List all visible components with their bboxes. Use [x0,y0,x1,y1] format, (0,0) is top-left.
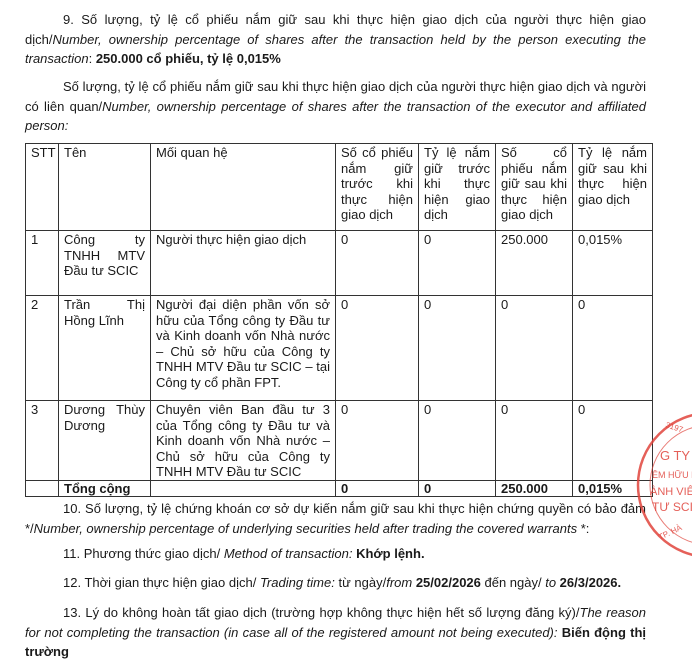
related-text: Số lượng, tỷ lệ cổ phiếu nắm giữ sau khi… [25,79,646,114]
cell: 0,015% [572,479,653,497]
item-10-english: Number, ownership percentage of underlyi… [33,520,578,536]
item-13-text: 13. Lý do không hoàn tất giao dịch (trườ… [63,605,580,620]
cell: 3 [25,400,59,481]
cell: 0,015% [572,230,653,296]
header-cell: Số cổ phiếu nắm giữ sau khi thực hiện gi… [495,143,573,231]
item-10: 10. Số lượng, tỷ lệ chứng khoán cơ sở dự… [25,499,646,538]
item-9: 9. Số lượng, tỷ lệ cổ phiếu nắm giữ sau … [25,10,646,69]
header-cell: Tỷ lệ nắm giữ sau khi thực hiện giao dịc… [572,143,653,231]
cell: 0 [335,230,419,296]
cell: 1 [25,230,59,296]
table-header-row: STT Tên Mối quan hệ Số cổ phiếu nắm giữ … [25,143,653,231]
cell: 0 [572,400,653,481]
table-row: 2 Trần Thị Hồng Lĩnh Người đại diện phần… [25,295,653,401]
table-row: 1 Công ty TNHH MTV Đầu tư SCIC Người thự… [25,230,653,296]
holdings-table: STT Tên Mối quan hệ Số cổ phiếu nắm giữ … [25,143,653,497]
total-label: Tổng cộng [58,479,151,497]
cell: 0 [418,295,496,401]
cell: 250.000 [495,230,573,296]
to-en: to [545,575,557,590]
to-vi: đến ngày/ [480,575,546,590]
related-persons-paragraph: Số lượng, tỷ lệ cổ phiếu nắm giữ sau khi… [25,77,646,136]
item-9-english: Number, ownership percentage of shares a… [25,31,646,67]
table-total-row: Tổng cộng 0 0 250.000 0,015% [25,479,653,497]
item-9-value: 250.000 cổ phiếu, tỷ lệ 0,015% [95,51,281,66]
header-cell: STT [25,143,59,231]
table-row: 3 Dương Thùy Dương Chuyên viên Ban đầu t… [25,400,653,481]
cell: 0 [418,230,496,296]
cell: Chuyên viên Ban đầu tư 3 của Tổng công t… [150,400,336,481]
item-11: 11. Phương thức giao dịch/ Method of tra… [25,544,646,564]
header-cell: Mối quan hệ [150,143,336,231]
related-english: Number, ownership percentage of shares a… [25,98,646,134]
cell [150,479,336,497]
from-date: 25/02/2026 [412,575,481,590]
cell: 0 [335,295,419,401]
header-cell: Tên [58,143,151,231]
item-13-value: Biến động thị trường [25,624,646,660]
cell [25,479,59,497]
item-10-text: 10. Số lượng, tỷ lệ chứng khoán cơ sở dự… [25,501,646,536]
stamp-text: TƯ SCIC [652,500,692,514]
item-12-text: 12. Thời gian thực hiện giao dịch/ [63,575,260,590]
cell: 0 [335,400,419,481]
item-11-value: Khớp lệnh. [352,546,425,561]
item-9-text: 9. Số lượng, tỷ lệ cổ phiếu nắm giữ sau … [25,12,646,47]
item-10-suffix: *: [577,520,590,536]
colon: : [88,51,96,66]
cell: Dương Thùy Dương [58,400,151,481]
cell: Người thực hiện giao dịch [150,230,336,296]
item-11-english: Method of transaction: [223,546,353,561]
cell: 0 [418,479,496,497]
item-12-english: Trading time: [259,575,335,590]
stamp-text: G TY [660,448,690,463]
stamp-text: ÊM HỮU H [652,470,692,480]
cell: 250.000 [495,479,573,497]
cell: Người đại diện phần vốn sở hữu của Tổng … [150,295,336,401]
item-12: 12. Thời gian thực hiện giao dịch/ Tradi… [25,573,646,593]
stamp-text: 3197 [664,420,684,434]
stamp-text: ÀNH VIÊ [650,485,692,498]
cell: Công ty TNHH MTV Đầu tư SCIC [58,230,151,296]
to-date: 26/3/2026. [556,575,622,590]
cell: 2 [25,295,59,401]
item-11-text: 11. Phương thức giao dịch/ [63,546,224,561]
header-cell: Số cổ phiếu nắm giữ trước khi thực hiện … [335,143,419,231]
item-13: 13. Lý do không hoàn tất giao dịch (trườ… [25,603,646,662]
from-vi: từ ngày/ [334,575,387,590]
cell: 0 [335,479,419,497]
cell: 0 [495,400,573,481]
stamp-text: TP. HÀ [657,523,684,542]
cell: 0 [572,295,653,401]
cell: 0 [495,295,573,401]
cell: 0 [418,400,496,481]
header-cell: Tỷ lệ nắm giữ trước khi thực hiện giao d… [418,143,496,231]
cell: Trần Thị Hồng Lĩnh [58,295,151,401]
company-stamp: 3197 G TY ÊM HỮU H ÀNH VIÊ TƯ SCIC TP. H… [636,414,692,556]
from-en: from [386,575,413,590]
item-13-english: The reason for not completing the transa… [25,605,647,640]
